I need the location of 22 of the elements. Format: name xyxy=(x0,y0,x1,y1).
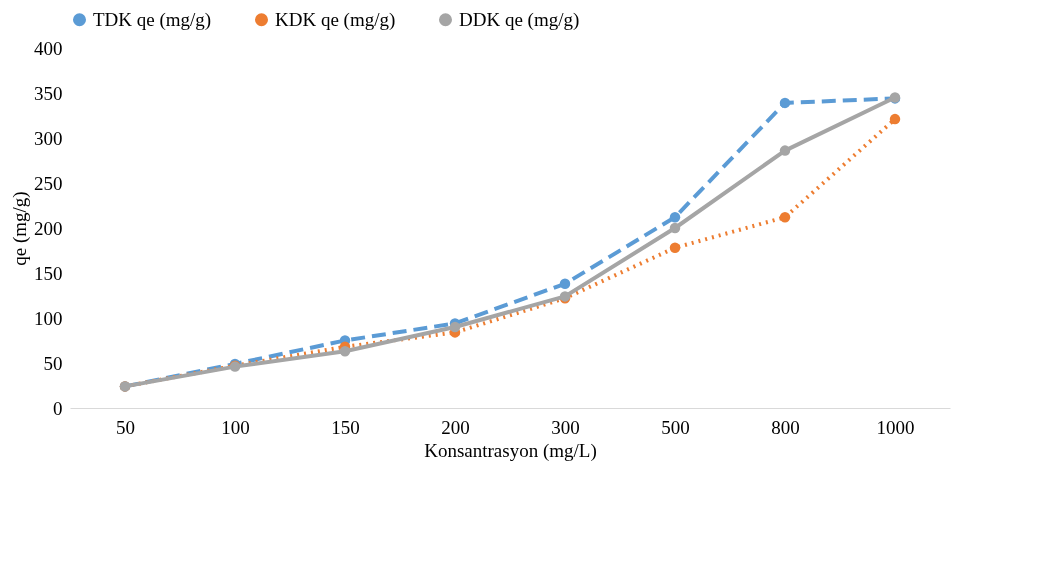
y-tick-label: 300 xyxy=(34,127,63,149)
y-tick-label: 0 xyxy=(53,397,63,419)
legend-label: DDK qe (mg/g) xyxy=(459,8,580,31)
y-tick-label: 350 xyxy=(34,82,63,104)
y-tick-label: 50 xyxy=(43,352,63,374)
x-tick-label: 800 xyxy=(771,416,800,438)
x-axis-title: Konsantrasyon (mg/L) xyxy=(424,439,597,462)
x-tick-label: 150 xyxy=(331,416,360,438)
y-tick-label: 250 xyxy=(34,172,63,194)
legend-label: KDK qe (mg/g) xyxy=(275,8,396,31)
y-tick-label: 150 xyxy=(34,262,63,284)
x-tick-label: 100 xyxy=(221,416,250,438)
x-tick-label: 50 xyxy=(116,416,135,438)
y-axis-title: qe (mg/g) xyxy=(9,191,31,266)
y-tick-label: 200 xyxy=(34,217,63,239)
x-tick-label: 500 xyxy=(661,416,690,438)
x-tick-label: 1000 xyxy=(876,416,915,438)
y-tick-label: 100 xyxy=(34,307,63,329)
x-tick-label: 200 xyxy=(441,416,470,438)
y-tick-label: 400 xyxy=(34,37,63,59)
x-tick-label: 300 xyxy=(551,416,580,438)
legend-label: TDK qe (mg/g) xyxy=(93,8,212,31)
